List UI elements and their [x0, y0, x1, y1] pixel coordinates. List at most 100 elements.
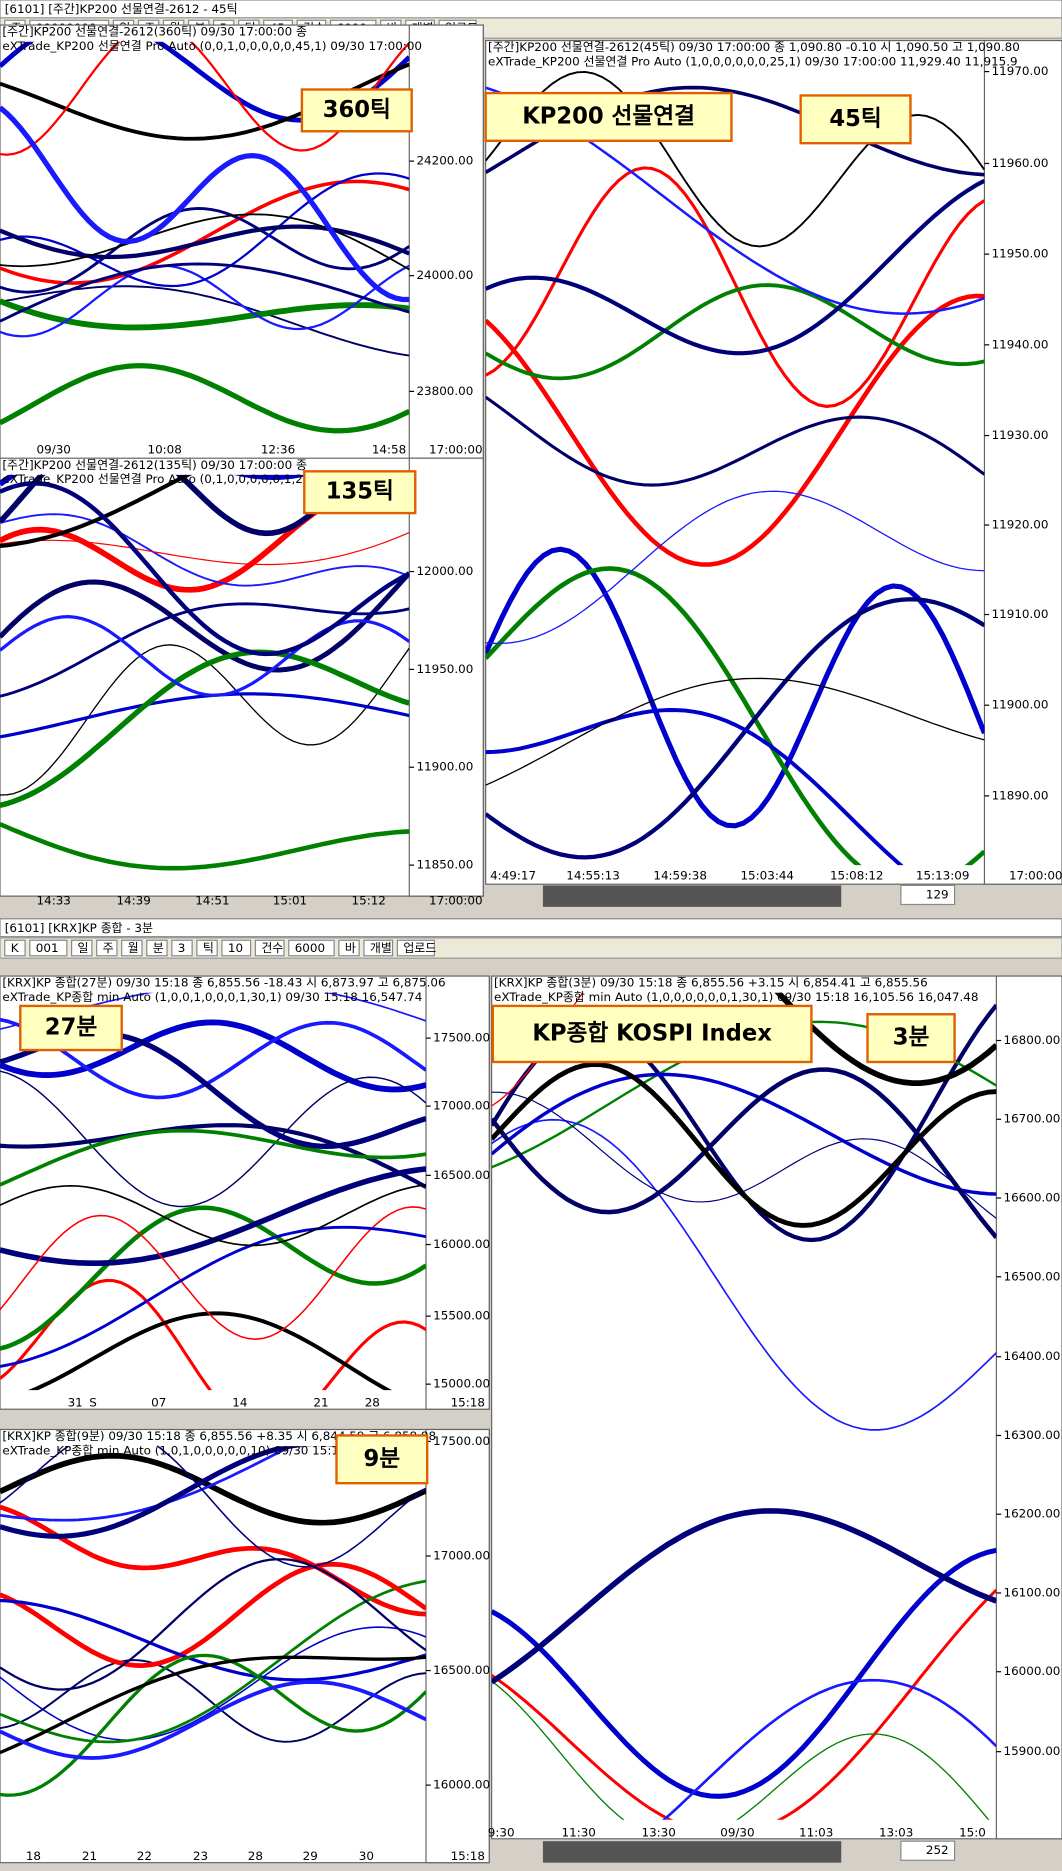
indicator-group	[0, 41, 410, 434]
y-tick-label: 17500.00	[433, 1434, 490, 1448]
indicator-line	[0, 1123, 426, 1189]
toolbar-label[interactable]: 6000	[295, 941, 325, 955]
y-tick-label: 11900.00	[416, 760, 473, 774]
indicator-line	[0, 531, 410, 566]
indicator-line	[485, 677, 985, 786]
toolbar-button[interactable]	[29, 939, 68, 957]
toolbar-button[interactable]	[71, 939, 93, 957]
x-tick-label: 21	[313, 1396, 328, 1410]
callout-box	[866, 1013, 956, 1064]
indicator-group	[491, 992, 997, 1820]
toolbar-label[interactable]: 10	[228, 941, 243, 955]
indicator-line	[0, 1070, 426, 1208]
callout-box	[19, 1004, 123, 1052]
toolbar-label[interactable]: K	[11, 941, 20, 955]
indicator-line	[485, 283, 985, 381]
scroll-count-box[interactable]	[900, 884, 956, 906]
indicator-line	[485, 490, 985, 645]
indicator-line	[662, 1678, 997, 1820]
callout-box	[799, 94, 912, 145]
toolbar-button[interactable]	[171, 939, 193, 957]
x-tick-label: 18	[26, 1849, 41, 1863]
toolbar-button[interactable]	[121, 939, 143, 957]
x-tick-label: 15:12	[352, 893, 386, 907]
toolbar-label[interactable]: 분	[153, 941, 164, 955]
toolbar-label[interactable]: 일	[78, 941, 89, 955]
y-tick-label: 17500.00	[433, 1031, 490, 1045]
x-tick-label: S	[89, 1396, 97, 1410]
callout-label: 360틱	[323, 97, 391, 123]
scroll-count[interactable]: 129	[926, 887, 949, 901]
toolbar-button[interactable]	[96, 939, 118, 957]
toolbar-button[interactable]	[146, 939, 168, 957]
toolbar-button[interactable]	[254, 939, 285, 957]
y-tick-label: 11950.00	[992, 247, 1049, 261]
toolbar-label[interactable]: 3	[178, 941, 186, 955]
y-tick-label: 16000.00	[433, 1237, 490, 1251]
indicator-line	[0, 1205, 426, 1351]
indicator-group	[0, 1446, 426, 1797]
callout-label: 135틱	[326, 479, 394, 505]
toolbar-label[interactable]: 개별	[370, 941, 392, 955]
panel-subheader: eXTrade_KP200 선물연결 Pro Auto (1,0,0,0,0,0…	[488, 55, 1018, 69]
window-title: [6101] [주간]KP200 선물연결-2612 - 45틱	[5, 2, 238, 16]
indicator-line	[485, 566, 985, 866]
callout-box	[484, 91, 733, 142]
x-tick-label: 07	[151, 1396, 166, 1410]
x-tick-label: 11:03	[799, 1825, 833, 1839]
toolbar-label[interactable]: 틱	[203, 941, 214, 955]
callout-box	[335, 1434, 429, 1485]
y-tick-label: 15000.00	[433, 1377, 490, 1391]
indicator-line	[0, 1579, 426, 1744]
toolbar-button[interactable]	[221, 939, 252, 957]
x-tick-label: 15:18	[451, 1396, 485, 1410]
plot-area	[0, 457, 484, 897]
scroll-count[interactable]: 252	[926, 1843, 949, 1857]
x-tick-label: 4:49:17	[490, 868, 536, 882]
toolbar-button[interactable]	[288, 939, 335, 957]
toolbar-button[interactable]	[396, 939, 435, 957]
indicator-line	[0, 474, 193, 549]
x-tick-label: 12:36	[261, 442, 295, 456]
indicator-line	[0, 1653, 426, 1797]
indicator-line	[0, 644, 410, 796]
toolbar-label[interactable]: 001	[36, 941, 59, 955]
indicator-line	[0, 649, 410, 809]
y-tick-label: 11900.00	[992, 698, 1049, 712]
x-tick-label: 14:59:38	[653, 868, 707, 882]
indicator-line	[0, 1206, 426, 1340]
y-tick-label: 12000.00	[416, 564, 473, 578]
scroll-count-box[interactable]	[900, 1840, 956, 1861]
indicator-line	[0, 1452, 426, 1526]
toolbar-button[interactable]	[196, 939, 218, 957]
y-tick-label: 11950.00	[416, 662, 473, 676]
y-tick-label: 16300.00	[1004, 1428, 1061, 1442]
indicator-line	[0, 1019, 426, 1093]
toolbar-label[interactable]: 건수	[261, 941, 283, 955]
value-axis	[408, 24, 484, 462]
indicator-line	[0, 105, 410, 303]
scroll-bar	[542, 1841, 842, 1863]
toolbar-button[interactable]	[4, 939, 26, 957]
toolbar-button[interactable]	[338, 939, 360, 957]
toolbar-label[interactable]: 업로드	[403, 941, 436, 955]
indicator-line	[0, 1446, 426, 1568]
indicator-line	[485, 597, 985, 860]
callout-box	[300, 88, 413, 133]
y-tick-label: 11940.00	[992, 337, 1049, 351]
toolbar-label[interactable]: 월	[128, 941, 139, 955]
x-tick-label: 30	[359, 1849, 374, 1863]
toolbar-label[interactable]: 주	[103, 941, 114, 955]
x-tick-label: 15:01	[273, 893, 307, 907]
indicator-line	[0, 172, 410, 288]
y-tick-label: 16700.00	[1004, 1112, 1061, 1126]
indicator-line	[0, 298, 410, 331]
callout-box	[491, 1004, 813, 1064]
x-tick-label: 09/30	[720, 1825, 754, 1839]
toolbar-button[interactable]	[363, 939, 394, 957]
y-tick-label: 16400.00	[1004, 1349, 1061, 1363]
toolbar-label[interactable]: 바	[345, 941, 356, 955]
x-tick-label: 17:00:00	[429, 442, 483, 456]
y-tick-label: 16800.00	[1004, 1033, 1061, 1047]
value-axis	[408, 457, 484, 897]
